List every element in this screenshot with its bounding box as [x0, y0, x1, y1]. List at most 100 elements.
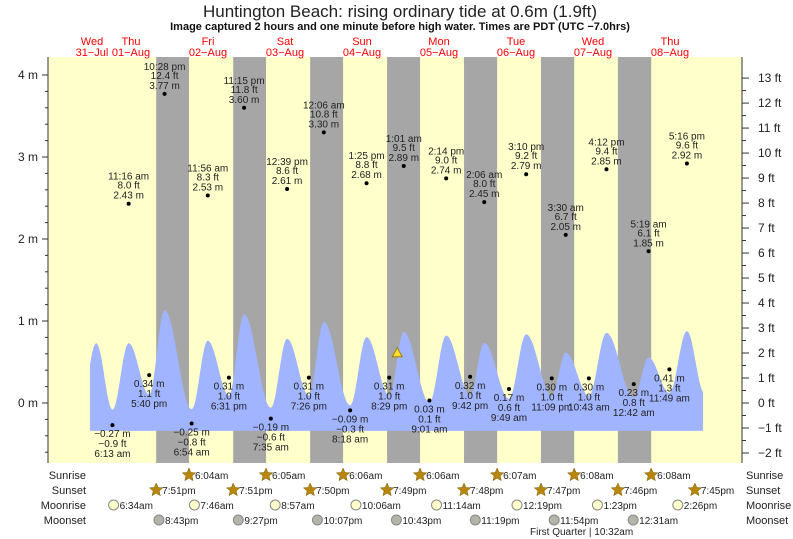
tide-time: 11:16 am	[108, 172, 149, 183]
tide-height-m: −0.09 m	[332, 414, 368, 425]
tide-point	[401, 164, 406, 169]
moonset-icon	[232, 514, 244, 526]
sun-star-icon	[687, 482, 703, 497]
high-tide-event: 3:30 am6.7 ft2.05 m	[548, 203, 584, 237]
tide-height-m: 0.30 m	[536, 382, 567, 393]
high-tide-event: 5:16 pm9.6 ft2.92 m	[669, 132, 705, 166]
day-date: 04−Aug	[343, 47, 381, 59]
tide-point	[646, 249, 651, 254]
tide-height-m: 0.03 m	[414, 405, 445, 416]
tide-height-m: 3.77 m	[149, 81, 180, 92]
tide-height-ft: 0.8 ft	[623, 398, 645, 409]
sun-star-icon	[148, 482, 164, 497]
tide-height-m: −0.27 m	[94, 429, 130, 440]
tide-time: 12:39 pm	[266, 157, 308, 168]
moonrise-icon	[269, 499, 281, 511]
tide-time: 10:43 am	[568, 402, 610, 413]
left-tick-label: 1 m	[18, 314, 38, 328]
moonset-icon	[390, 514, 402, 526]
moonset-icon	[469, 514, 481, 526]
moonrise-item: 8:57am	[269, 499, 315, 512]
right-tick-label: −1 ft	[758, 421, 782, 435]
tide-time: 3:10 pm	[508, 142, 544, 153]
sun-star-icon	[533, 482, 549, 497]
high-tide-event: 4:12 pm9.4 ft2.85 m	[588, 137, 625, 172]
low-tide-event: −0.19 m−0.6 ft7:35 am	[253, 416, 289, 454]
tide-point	[549, 376, 554, 381]
tide-height-ft: 8.6 ft	[276, 166, 298, 177]
sunset-item: 7:49pm	[379, 482, 426, 497]
sunrise-item: 6:07am	[489, 467, 536, 482]
tide-point	[667, 367, 672, 372]
tide-point	[110, 423, 115, 428]
tide-time: 6:13 am	[94, 449, 130, 460]
tide-time: 8:29 pm	[371, 402, 407, 413]
tide-time: 1:25 pm	[348, 151, 384, 162]
right-tick-label: 0 ft	[758, 396, 775, 410]
tide-time: 8:18 am	[332, 434, 368, 445]
current-tide-marker-icon	[391, 346, 404, 358]
tide-time: 7:26 pm	[291, 402, 327, 413]
sunrise-time: 6:05am	[272, 471, 305, 482]
right-tick-label: 6 ft	[758, 246, 775, 260]
right-tick-label: 3 ft	[758, 321, 775, 335]
sunrise-item: 6:08am	[643, 467, 691, 482]
tide-height-ft: 6.7 ft	[555, 212, 577, 223]
tide-height-m: 2.43 m	[113, 191, 144, 202]
moonrise-row-label-right: Moonrise	[746, 500, 791, 512]
tide-height-m: 2.45 m	[469, 189, 500, 200]
moonset-item: 10:07pm	[311, 514, 362, 527]
moonrise-icon	[431, 499, 443, 511]
tide-height-ft: 8.3 ft	[197, 173, 219, 184]
tide-height-ft: 0.6 ft	[498, 403, 520, 414]
tide-time: 1:01 am	[386, 134, 422, 145]
left-tick-label: 3 m	[18, 150, 38, 164]
tide-height-m: 2.85 m	[591, 156, 622, 167]
low-tide-event: −0.25 m−0.8 ft6:54 am	[173, 421, 210, 459]
tide-point	[604, 167, 609, 172]
axes: 4 m 3 m 2 m 1 m 0 m 13 ft 12 ft 11 ft 10 ft 9 ft 8…	[18, 57, 782, 463]
sunset-time: 7:46pm	[624, 486, 657, 497]
tide-point	[524, 172, 529, 177]
right-tick-label: 7 ft	[758, 221, 775, 235]
moonset-time: 11:19pm	[481, 516, 519, 527]
sunset-time: 7:48pm	[470, 486, 503, 497]
sun-star-icon	[181, 467, 197, 482]
sun-star-icon	[610, 482, 626, 497]
high-tide-event: 1:25 pm8.8 ft2.68 m	[348, 151, 385, 186]
tide-height-ft: 6.1 ft	[637, 228, 659, 239]
tide-height-m: −0.25 m	[173, 428, 209, 439]
tide-height-ft: 12.4 ft	[151, 71, 179, 82]
tide-height-m: 0.41 m	[654, 373, 685, 384]
day-name: Sat	[277, 36, 294, 48]
tide-point	[189, 421, 194, 426]
tide-height-ft: 8.0 ft	[118, 181, 140, 192]
sun-star-icon	[643, 467, 659, 482]
tide-height-ft: 8.0 ft	[473, 179, 495, 190]
tide-height-m: −0.19 m	[253, 423, 289, 434]
moonrise-item: 1:23pm	[591, 499, 637, 512]
right-tick-label: −2 ft	[758, 446, 782, 460]
tide-height-ft: 10.8 ft	[310, 109, 338, 120]
tide-height-ft: 1.1 ft	[138, 389, 160, 400]
tide-time: 11:49 am	[649, 393, 690, 404]
right-tick-label: 10 ft	[758, 146, 782, 160]
tide-time: 7:35 am	[253, 443, 289, 454]
sun-star-icon	[302, 482, 318, 497]
day-name: Fri	[202, 36, 215, 48]
low-tide-event: 0.31 m1.0 ft7:26 pm	[291, 375, 327, 413]
moonrise-item: 6:34am	[108, 499, 153, 512]
low-tide-event: 0.32 m1.0 ft9:42 pm	[452, 374, 488, 412]
left-tick-label: 2 m	[18, 232, 38, 246]
tide-time: 9:49 am	[491, 413, 527, 424]
tide-point	[226, 375, 231, 380]
moon-phase: First Quarter | 10:32am	[530, 527, 633, 538]
tide-height-ft: 1.0 ft	[218, 392, 240, 403]
tide-time: 2:06 am	[466, 170, 502, 181]
moonrise-time: 10:06am	[362, 501, 401, 512]
sunrise-item: 6:04am	[181, 467, 228, 482]
day-name: Mon	[428, 36, 449, 48]
